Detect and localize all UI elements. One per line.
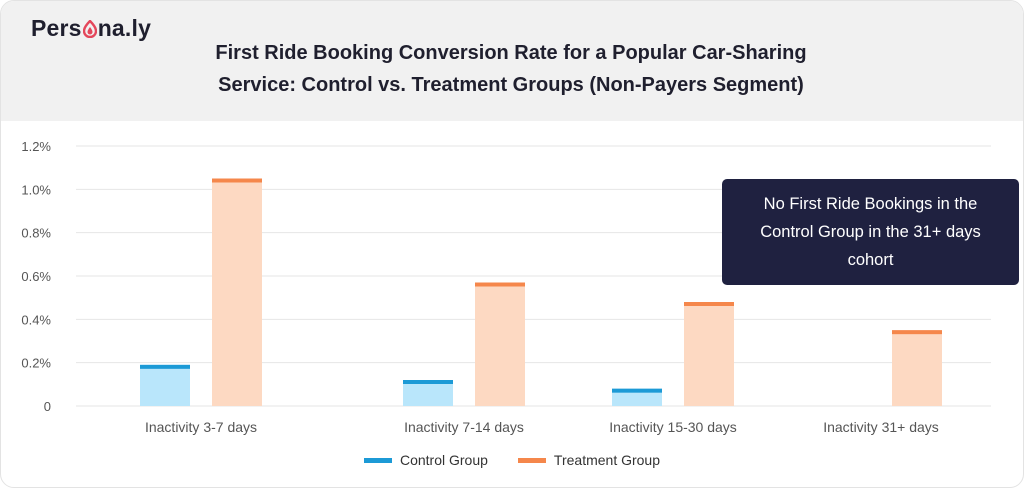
logo-mark-icon	[82, 17, 97, 39]
bar-cap-treatment	[684, 302, 734, 306]
legend-swatch-control	[363, 457, 392, 463]
legend-swatch-treatment	[517, 457, 546, 463]
x-tick-label: Inactivity 15-30 days	[609, 419, 737, 435]
y-tick-label: 0.6%	[21, 269, 51, 284]
legend-item-treatment: Treatment Group	[517, 452, 661, 468]
legend-label-control: Control Group	[399, 452, 488, 468]
bar-treatment	[892, 330, 942, 406]
bar-cap-control	[612, 388, 662, 393]
y-tick-label: 0	[44, 399, 51, 414]
legend-item-control: Control Group	[363, 452, 488, 468]
legend-label-treatment: Treatment Group	[553, 452, 661, 468]
bar-cap-treatment	[475, 282, 525, 287]
annotation-text: No First Ride Bookings in the Control Gr…	[760, 195, 981, 269]
bar-control	[612, 388, 662, 406]
annotation-box: No First Ride Bookings in the Control Gr…	[722, 179, 1019, 285]
x-tick-label: Inactivity 31+ days	[823, 419, 939, 435]
x-tick-label: Inactivity 7-14 days	[404, 419, 524, 435]
y-tick-label: 1.2%	[21, 139, 51, 154]
chart-title-line-1: First Ride Booking Conversion Rate for a…	[215, 42, 807, 64]
bar-treatment	[475, 282, 525, 406]
brand-logo: Pers na.ly	[31, 15, 151, 42]
chart-title-line-2: Service: Control vs. Treatment Groups (N…	[218, 74, 804, 96]
y-tick-label: 0.2%	[21, 356, 51, 371]
bar-cap-treatment	[212, 178, 262, 183]
y-tick-label: 0.8%	[21, 226, 51, 241]
legend: Control Group Treatment Group	[1, 452, 1023, 468]
y-tick-label: 1.0%	[21, 182, 51, 197]
bar-control	[403, 380, 453, 406]
bar-treatment	[684, 302, 734, 406]
bar-cap-treatment	[892, 330, 942, 335]
bar-cap-control	[403, 380, 453, 384]
chart-title: First Ride Booking Conversion Rate for a…	[151, 37, 871, 101]
bar-treatment	[212, 178, 262, 406]
header-band: Pers na.ly First Ride Booking Conversion …	[1, 1, 1023, 121]
y-tick-label: 0.4%	[21, 312, 51, 327]
bar-cap-control	[140, 364, 190, 369]
bar-chart: 0 0.2% 0.4% 0.6% 0.8% 1.0% 1.2% Inactivity 3-7 …	[21, 139, 991, 435]
logo-text-start: Pers	[31, 15, 82, 41]
logo-text-end: na.ly	[97, 15, 152, 41]
x-tick-label: Inactivity 3-7 days	[145, 419, 257, 435]
bar-control	[140, 364, 190, 406]
